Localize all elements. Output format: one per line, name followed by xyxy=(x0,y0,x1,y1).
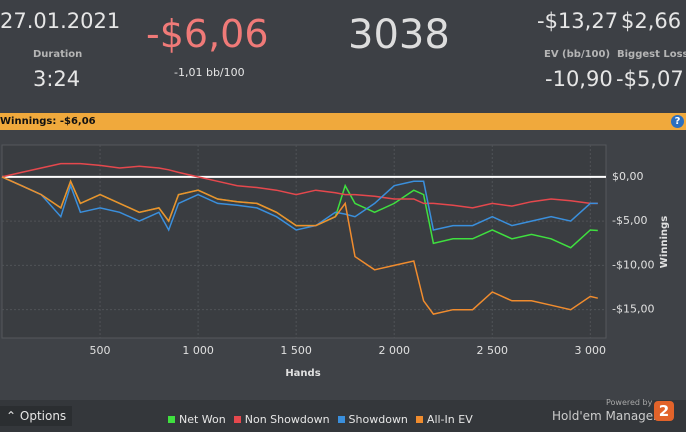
series-line xyxy=(1,176,598,232)
x-axis-title: Hands xyxy=(285,368,320,379)
legend-swatch xyxy=(415,416,423,423)
stat-b: $2,66 xyxy=(621,9,682,33)
x-tick-label: 2 000 xyxy=(378,344,410,357)
x-tick-label: 1 500 xyxy=(280,344,312,357)
plot-area xyxy=(1,144,607,339)
section-value: -$6,06 xyxy=(59,116,96,127)
legend-swatch xyxy=(233,416,241,423)
help-icon[interactable]: ? xyxy=(671,115,684,128)
duration-label: Duration xyxy=(33,49,83,60)
series-line xyxy=(1,162,598,209)
x-tick-label: 2 500 xyxy=(477,344,509,357)
series-line xyxy=(1,176,598,315)
brand: Hold'em Manager xyxy=(552,409,659,423)
chart: Hands Winnings 500 1 000 1 500 2 000 2 500 3 … xyxy=(0,130,686,400)
section-label: Winnings: xyxy=(0,116,57,127)
y-tick-label: -$5,00 xyxy=(612,214,647,227)
biggest-loss-label: Biggest Loss xyxy=(617,49,686,60)
ev-label: EV (bb/100) xyxy=(544,49,611,60)
hands: 3038 xyxy=(348,12,450,58)
legend-item[interactable]: All-In EV xyxy=(415,413,473,426)
x-tick-label: 1 000 xyxy=(182,344,214,357)
legend-label: Non Showdown xyxy=(244,413,330,426)
legend: Net Won Non Showdown Showdown All-In EV xyxy=(168,408,481,427)
x-tick-label: 500 xyxy=(90,344,111,357)
brand-logo: 2 xyxy=(654,401,674,421)
stats-panel: 27.01.2021 Duration 3:24 -$6,06 -1,01 bb… xyxy=(0,0,686,113)
legend-item[interactable]: Net Won xyxy=(168,413,226,426)
section-bar: Winnings: -$6,06 ? xyxy=(0,113,686,130)
legend-label: Net Won xyxy=(179,413,226,426)
options-button[interactable]: ⌃ Options xyxy=(0,406,73,426)
legend-label: Showdown xyxy=(348,413,408,426)
y-tick-label: $0,00 xyxy=(612,170,644,183)
powered-by: Powered by xyxy=(606,398,653,407)
bb100: -1,01 bb/100 xyxy=(174,66,245,79)
legend-label: All-In EV xyxy=(426,413,473,426)
legend-swatch xyxy=(337,416,345,423)
ev: -10,90 xyxy=(545,67,613,91)
footer: ⌃ Options Net Won Non Showdown Showdown All… xyxy=(0,398,686,432)
winnings: -$6,06 xyxy=(146,12,269,56)
options-label: Options xyxy=(19,409,67,423)
y-tick-label: -$10,00 xyxy=(612,258,654,271)
x-tick-label: 3 000 xyxy=(575,344,607,357)
stat-a: -$13,27 xyxy=(537,9,619,33)
legend-swatch xyxy=(168,416,175,423)
legend-item[interactable]: Non Showdown xyxy=(233,413,330,426)
y-tick-label: -$15,00 xyxy=(612,303,654,316)
duration: 3:24 xyxy=(33,67,81,91)
date: 27.01.2021 xyxy=(0,9,121,33)
biggest-loss: -$5,07 xyxy=(616,67,684,91)
y-axis-title: Winnings xyxy=(659,216,670,268)
legend-item[interactable]: Showdown xyxy=(337,413,408,426)
